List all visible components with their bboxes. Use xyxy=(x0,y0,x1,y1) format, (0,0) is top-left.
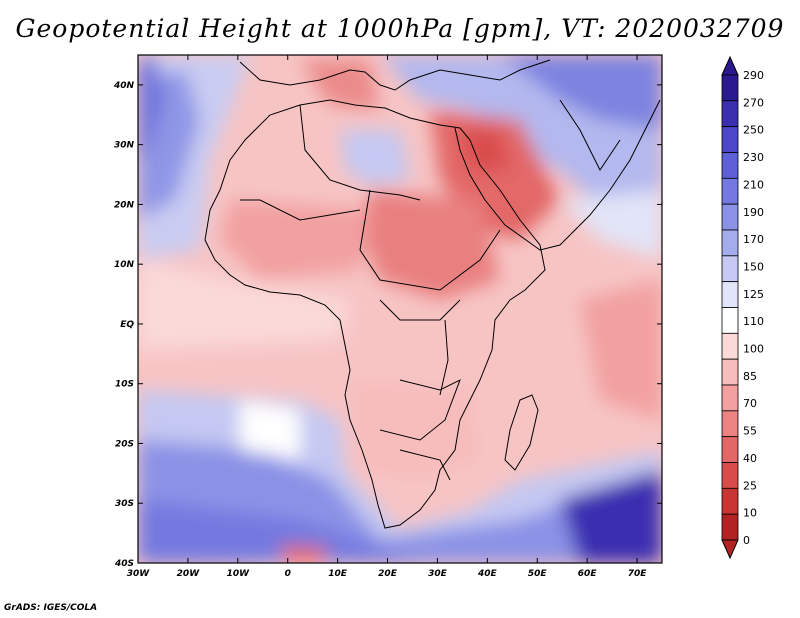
colorbar-swatch xyxy=(721,513,739,541)
lat-label: 20N xyxy=(114,200,135,210)
lon-label: 30E xyxy=(428,569,448,579)
colorbar-label: 125 xyxy=(743,288,764,301)
colorbar-swatch xyxy=(721,462,739,489)
longitude-labels: 30W 20W 10W 0 10E 20E 30E 40E 50E 60E 70E xyxy=(127,569,647,579)
colorbar-label: 10 xyxy=(743,507,757,520)
colorbar-label: 210 xyxy=(743,178,764,191)
lat-label: 20S xyxy=(115,439,134,449)
colorbar-label: 170 xyxy=(743,233,764,246)
lon-label: 60E xyxy=(578,569,598,579)
colorbar-swatch xyxy=(721,358,739,386)
lon-label: 50E xyxy=(528,569,548,579)
colorbar-swatch xyxy=(721,281,739,308)
colorbar-label: 25 xyxy=(743,479,757,492)
colorbar-swatch xyxy=(721,332,739,360)
colorbar-label: 40 xyxy=(743,452,757,465)
chart-title: Geopotential Height at 1000hPa [gpm], VT… xyxy=(15,14,785,43)
lon-label: 70E xyxy=(628,569,648,579)
colorbar-label: 150 xyxy=(743,260,764,273)
colorbar-label: 70 xyxy=(743,397,757,410)
colorbar-label: 0 xyxy=(743,534,750,547)
lon-label: 20E xyxy=(378,569,398,579)
colorbar xyxy=(721,55,739,560)
lat-label: EQ xyxy=(120,320,134,330)
lon-label: 30W xyxy=(127,569,151,579)
lat-label: 30S xyxy=(115,499,134,509)
lon-label: 0 xyxy=(285,569,291,579)
lat-label: 30N xyxy=(114,141,135,151)
colorbar-label: 190 xyxy=(743,206,764,219)
colorbar-label: 270 xyxy=(743,96,764,109)
colorbar-label: 100 xyxy=(743,343,764,356)
colorbar-bottom-arrow xyxy=(721,539,739,560)
lat-label: 40S xyxy=(114,559,134,569)
colorbar-label: 85 xyxy=(743,370,757,383)
colorbar-swatch xyxy=(721,229,739,257)
colorbar-swatch xyxy=(721,410,739,438)
colorbar-swatch xyxy=(721,436,739,463)
colorbar-label: 110 xyxy=(743,315,764,328)
colorbar-swatch xyxy=(721,384,739,412)
colorbar-swatch xyxy=(721,487,739,515)
lon-label: 10E xyxy=(328,569,348,579)
colorbar-label: 290 xyxy=(743,69,764,82)
lat-label: 10S xyxy=(115,380,134,390)
credit-label: GrADS: IGES/COLA xyxy=(4,603,98,613)
lat-label: 10N xyxy=(114,260,135,270)
colorbar-swatch xyxy=(721,74,739,102)
lat-label: 40N xyxy=(113,81,135,91)
colorbar-swatch xyxy=(721,177,739,205)
lon-label: 20W xyxy=(177,569,201,579)
africa-coastline xyxy=(204,59,661,529)
colorbar-swatch xyxy=(721,126,739,153)
height-field xyxy=(138,55,662,563)
colorbar-label: 55 xyxy=(743,425,757,438)
latitude-labels: 40N 30N 20N 10N EQ 10S 20S 30S 40S xyxy=(113,81,135,569)
lon-label: 40E xyxy=(477,569,498,579)
colorbar-swatch xyxy=(721,203,739,231)
colorbar-swatch xyxy=(721,152,739,179)
colorbar-swatch xyxy=(721,307,739,334)
colorbar-label: 230 xyxy=(743,151,764,164)
colorbar-label: 250 xyxy=(743,124,764,137)
colorbar-swatch xyxy=(721,255,739,283)
lon-label: 10W xyxy=(227,569,251,579)
colorbar-top-arrow xyxy=(721,55,739,76)
colorbar-swatch xyxy=(721,100,739,128)
colorbar-labels: 2902702502302101901701501251101008570554… xyxy=(743,69,764,547)
